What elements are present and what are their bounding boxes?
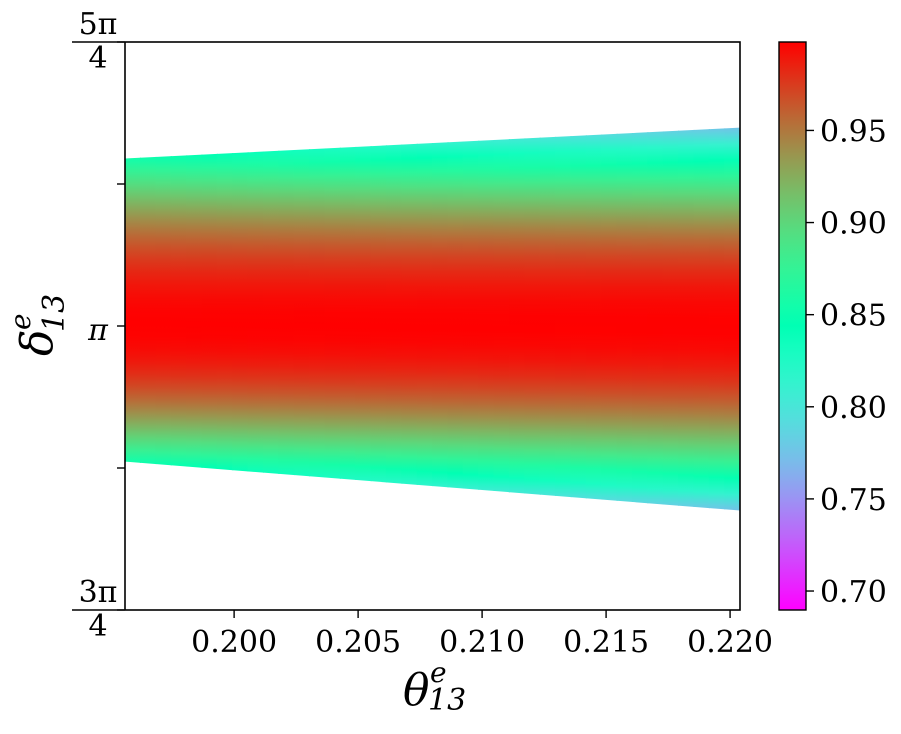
heatmap-column [385,127,403,511]
x-tick-label: 0.205 [315,625,401,660]
colorbar [778,41,807,611]
heatmap-column [616,127,634,511]
heatmap-column [125,127,142,511]
colorbar-tick-label: 0.70 [820,575,887,610]
heatmap-column [232,127,249,511]
x-axis-label: θ [403,665,430,716]
heatmap-column [462,127,480,511]
heatmap-column [339,127,357,511]
svg-text:13: 13 [37,294,72,332]
heatmap-column [493,127,511,511]
heatmap-column [262,127,280,511]
y-axis-label: δe 13 [4,294,72,356]
heatmap-column [693,127,710,511]
svg-text:3π: 3π [79,575,118,610]
heatmap-column [570,127,587,511]
heatmap-column [216,127,234,511]
heatmap-column [585,127,603,511]
heatmap-column [370,127,388,511]
heatmap-column [416,127,434,511]
heatmap-column [601,127,618,511]
heatmap-column [508,127,526,511]
y-axis-title: δe 13 [4,294,72,356]
colorbar-tick-label: 0.85 [820,299,887,334]
heatmap-column [478,127,495,511]
svg-text:e: e [430,656,447,689]
heatmap-column [447,127,464,511]
heatmap-column [155,127,172,511]
y-tick-label: 5π4 [72,7,124,76]
heatmap-column [139,127,157,511]
heatmap-column [309,127,326,511]
x-tick-label: 0.210 [439,625,525,660]
heatmap-column [186,127,203,511]
heatmap-column [708,127,726,511]
heatmap-column [247,127,265,511]
heatmap-column [432,127,449,511]
heatmap-column [631,127,649,511]
heatmap-column [539,127,557,511]
heatmap-column [724,127,740,511]
heatmap-column [293,127,311,511]
y-tick-label: π [87,313,109,348]
heatmap-column [355,127,372,511]
y-tick-label: 3π4 [72,575,124,644]
heatmap-column [170,127,188,511]
svg-text:5π: 5π [79,7,118,42]
x-tick-label: 0.200 [191,625,277,660]
svg-text:e: e [4,313,37,330]
heatmap-region [125,127,740,511]
x-tick-label: 0.220 [687,625,773,660]
colorbar-tick-label: 0.90 [820,207,887,242]
colorbar-tick-label: 0.80 [820,391,887,426]
heatmap-column [678,127,695,511]
x-axis-title: θ e13 [403,656,466,718]
heatmap-column [662,127,680,511]
colorbar-ticks: 0.70 0.75 0.80 0.85 0.90 0.95 [806,114,887,610]
heatmap-column [201,127,218,511]
heatmap-column [324,127,341,511]
x-tick-label: 0.215 [563,625,649,660]
heatmap-column [524,127,541,511]
heatmap-column [401,127,418,511]
colorbar-tick-label: 0.75 [820,483,887,518]
svg-text:4: 4 [88,41,107,76]
svg-text:13: 13 [428,683,466,718]
heatmap-column [278,127,295,511]
heatmap-column [647,127,664,511]
x-axis-ticks: 0.200 0.205 0.210 0.215 0.220 [191,610,773,660]
svg-text:δ: δ [12,330,63,357]
heatmap-column [555,127,572,511]
svg-text:4: 4 [88,609,107,644]
colorbar-tick-label: 0.95 [820,114,887,149]
